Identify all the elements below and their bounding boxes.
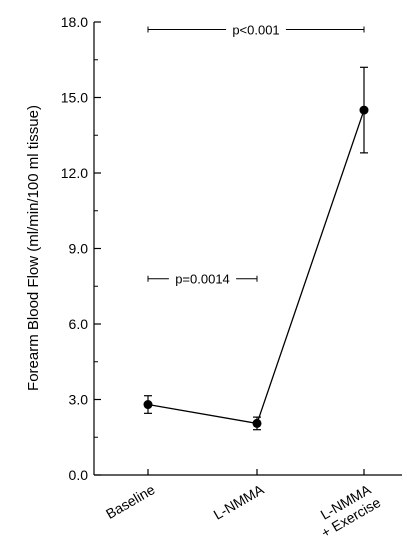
- x-tick-label-group: L-NMMA+ Exercise: [318, 481, 384, 537]
- x-tick-label: Baseline: [103, 481, 158, 522]
- annotation-label: p<0.001: [232, 23, 279, 38]
- significance-annotations: p<0.001 p=0.0014: [147, 23, 365, 287]
- y-tick-label: 15.0: [61, 90, 88, 106]
- series-line: [147, 109, 365, 425]
- y-axis-ticks: 0.0 3.0 6.0 9.0 12.0 15.0 18.0: [61, 14, 101, 483]
- y-tick-label: 9.0: [69, 241, 89, 257]
- x-tick-label: L-NMMA: [211, 481, 267, 523]
- data-point: [252, 418, 262, 428]
- y-tick-label: 12.0: [61, 165, 88, 181]
- annotation-label: p=0.0014: [175, 272, 230, 287]
- x-tick-label-group: Baseline: [103, 481, 158, 522]
- data-point: [143, 400, 153, 410]
- y-tick-label: 0.0: [69, 467, 89, 483]
- y-tick-label: 18.0: [61, 14, 88, 30]
- x-axis-ticks: Baseline L-NMMA L-NMMA+ Exercise: [103, 469, 383, 537]
- data-point: [359, 105, 369, 115]
- y-tick-label: 6.0: [69, 316, 89, 332]
- series-group: [143, 66, 369, 431]
- x-tick-label-group: L-NMMA: [211, 481, 267, 523]
- y-axis-title: Forearm Blood Flow (ml/min/100 ml tissue…: [25, 105, 42, 391]
- y-tick-label: 3.0: [69, 392, 89, 408]
